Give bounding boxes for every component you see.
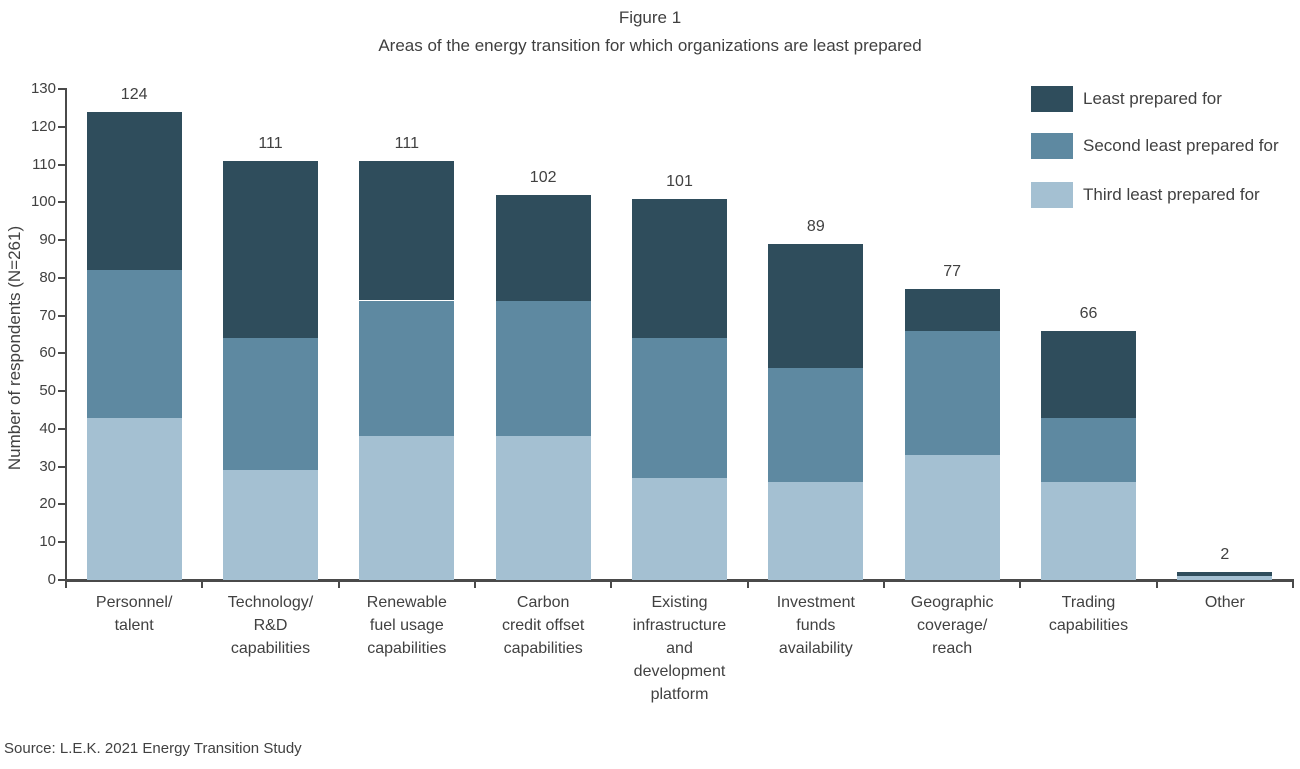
legend-item-least-prepared: Least prepared for [1031, 86, 1222, 112]
y-tick-label: 120 [30, 117, 56, 135]
y-axis-tick [58, 465, 66, 468]
bar-segment-third [768, 481, 864, 580]
bar-segment-second [359, 300, 455, 437]
bar-segment-second [223, 338, 318, 471]
y-tick-label: 70 [39, 306, 56, 324]
x-axis-line [65, 579, 1294, 582]
bar-segment-third [495, 436, 591, 580]
bar-segment-least [632, 198, 727, 339]
bar-segment-third [904, 455, 1000, 580]
y-axis-tick [58, 503, 66, 506]
x-category-label: Existing infrastructure and development … [632, 594, 727, 703]
bar-segment-third [223, 470, 318, 580]
y-axis-tick [58, 390, 66, 393]
figure-subtitle: Areas of the energy transition for which… [378, 36, 922, 55]
x-category-label: Geographic coverage/ reach [910, 594, 994, 657]
legend-item-third-least-prepared: Third least prepared for [1031, 182, 1260, 208]
y-axis-tick [58, 427, 66, 430]
source-attribution: Source: L.E.K. 2021 Energy Transition St… [4, 740, 302, 757]
bar-value-label: 102 [529, 168, 557, 186]
legend-swatch-least-prepared [1031, 86, 1073, 112]
bar-segment-least [223, 160, 318, 339]
y-tick-label: 90 [39, 231, 56, 249]
x-axis-tick [1019, 582, 1022, 588]
y-axis-tick [58, 541, 66, 544]
bar-segment-least [1177, 572, 1273, 577]
legend-swatch-second-least-prepared [1031, 133, 1073, 159]
y-axis-line [65, 88, 67, 581]
x-category-label: Trading capabilities [1048, 594, 1129, 634]
legend-label: Second least prepared for [1083, 136, 1279, 155]
x-axis-tick [1292, 582, 1294, 588]
x-category-label: Renewable fuel usage capabilities [366, 594, 447, 657]
y-axis-tick [58, 579, 66, 581]
y-axis-tick [58, 276, 66, 279]
x-axis-tick [883, 582, 885, 588]
x-axis-tick [65, 582, 67, 588]
x-axis-tick [201, 582, 204, 588]
y-tick-label: 40 [39, 419, 56, 437]
y-axis-tick [58, 314, 66, 317]
bar-segment-least [86, 111, 182, 271]
y-axis-tick [58, 163, 66, 166]
y-tick-label: 110 [32, 155, 56, 173]
x-category-label: Carbon credit offset capabilities [501, 594, 585, 657]
bar-value-label: 89 [806, 217, 825, 235]
bar-segment-least [768, 243, 864, 369]
bar-value-label: 111 [394, 134, 419, 152]
figure-title: Figure 1 [618, 8, 682, 27]
bar-segment-second [768, 368, 864, 482]
y-axis-tick [58, 239, 66, 242]
y-axis-tick [58, 125, 66, 128]
legend-item-second-least-prepared: Second least prepared for [1031, 133, 1279, 159]
bar-value-label: 2 [1220, 546, 1230, 564]
bar-segment-least [1041, 330, 1136, 418]
x-category-label: Technology/ R&D capabilities [227, 594, 314, 657]
bar-value-label: 124 [120, 85, 148, 103]
bar-value-label: 111 [258, 134, 283, 152]
bar-segment-third [1177, 576, 1273, 580]
bar-value-label: 66 [1079, 304, 1098, 322]
y-axis-tick [58, 201, 66, 204]
legend-label: Least prepared for [1083, 89, 1222, 108]
y-axis-tick [58, 88, 66, 90]
bar-value-label: 101 [666, 172, 693, 190]
bar-segment-least [495, 194, 591, 301]
x-category-label: Other [1204, 594, 1245, 611]
x-axis-tick [337, 582, 340, 588]
x-category-label: Investment funds availability [776, 594, 855, 657]
y-tick-label: 20 [39, 495, 56, 513]
y-tick-label: 10 [39, 533, 56, 551]
y-tick-label: 30 [39, 457, 56, 475]
bar-segment-second [632, 338, 727, 478]
y-tick-label: 0 [47, 571, 56, 588]
bar-segment-third [1041, 481, 1136, 580]
bar-segment-second [495, 300, 591, 437]
x-axis-tick [610, 582, 613, 588]
bar-segment-third [86, 417, 182, 580]
x-axis-tick [474, 582, 476, 588]
bar-segment-third [359, 436, 455, 580]
y-tick-label: 50 [39, 382, 56, 400]
y-axis-tick [58, 352, 66, 355]
bar-segment-least [904, 289, 1000, 331]
x-category-label: Personnel/ talent [95, 594, 173, 634]
bar-segment-second [1041, 417, 1136, 482]
y-tick-label: 60 [39, 344, 56, 362]
y-tick-label: 130 [30, 80, 56, 97]
legend-label: Third least prepared for [1083, 185, 1260, 204]
bar-segment-second [86, 270, 182, 418]
bar-segment-least [359, 160, 455, 301]
x-axis-tick [746, 582, 749, 588]
bar-segment-third [632, 478, 727, 580]
legend-swatch-third-least-prepared [1031, 182, 1073, 208]
bar-value-label: 77 [943, 263, 962, 281]
x-axis-tick [1155, 582, 1158, 588]
bar-segment-second [904, 330, 1000, 456]
y-tick-label: 80 [39, 268, 56, 286]
y-tick-label: 100 [30, 193, 56, 211]
